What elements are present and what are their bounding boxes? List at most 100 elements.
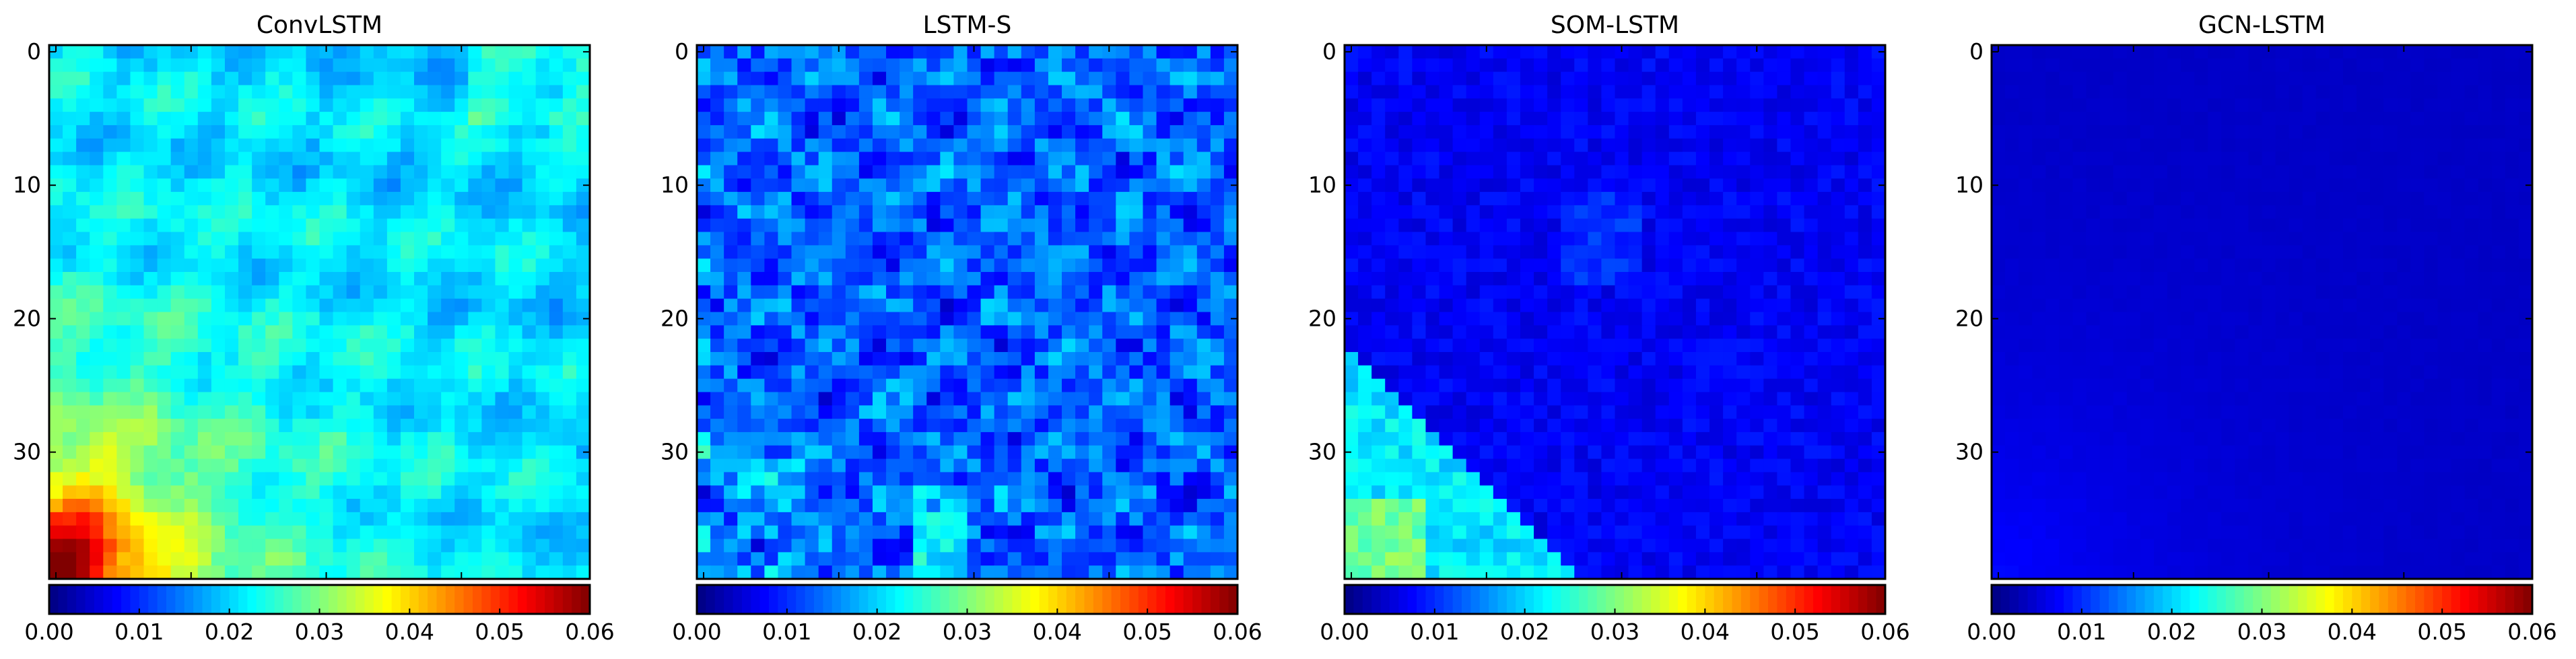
heatmap-cell: [279, 365, 293, 380]
heatmap-cell: [508, 499, 523, 513]
heatmap-cell: [1358, 58, 1372, 73]
heatmap-cell: [1466, 351, 1481, 366]
heatmap-cell: [1358, 525, 1372, 540]
heatmap-cell: [508, 351, 523, 366]
heatmap-cell: [1723, 525, 1737, 540]
heatmap-cell: [386, 458, 401, 473]
heatmap-cell: [535, 365, 550, 380]
heatmap-cell: [386, 151, 401, 166]
heatmap-cell: [157, 112, 172, 126]
heatmap-cell: [292, 192, 307, 206]
heatmap-cell: [913, 351, 927, 366]
heatmap-cell: [1682, 192, 1697, 206]
colorbar-tick-label: 0.03: [943, 619, 992, 645]
heatmap-cell: [576, 85, 590, 99]
heatmap-cell: [858, 298, 873, 313]
heatmap-cell: [386, 165, 401, 179]
heatmap-cell: [900, 45, 914, 59]
heatmap-cell: [1398, 192, 1413, 206]
colorbar-segment: [1192, 585, 1202, 614]
heatmap-cell: [791, 565, 806, 580]
heatmap-cell: [386, 565, 401, 580]
heatmap-cell: [1871, 138, 1886, 153]
heatmap-cell: [858, 192, 873, 206]
heatmap-cell: [858, 339, 873, 353]
heatmap-cell: [1102, 58, 1116, 73]
heatmap-cell: [386, 298, 401, 313]
heatmap-cell: [373, 45, 388, 59]
heatmap-cell: [1439, 512, 1454, 526]
heatmap-cell: [1466, 45, 1481, 59]
heatmap-cell: [1520, 71, 1534, 86]
heatmap-cell: [1466, 525, 1481, 540]
heatmap-cell: [1574, 458, 1588, 473]
heatmap-cell: [791, 205, 806, 219]
heatmap-cell: [1831, 392, 1845, 406]
heatmap-cell: [953, 298, 968, 313]
colorbar-segment: [148, 585, 158, 614]
heatmap-cell: [845, 445, 860, 460]
heatmap-cell: [211, 565, 226, 580]
heatmap-cell: [1574, 258, 1588, 273]
heatmap-cell: [832, 205, 846, 219]
heatmap-cell: [238, 298, 252, 313]
heatmap-cell: [1116, 365, 1130, 380]
heatmap-cell: [1452, 525, 1467, 540]
heatmap-cell: [1452, 431, 1467, 446]
heatmap-cell: [1641, 232, 1656, 246]
heatmap-cell: [157, 85, 172, 99]
heatmap-cell: [1682, 431, 1697, 446]
heatmap-cell: [319, 285, 334, 300]
heatmap-cell: [778, 98, 792, 112]
heatmap-cell: [1479, 285, 1494, 300]
heatmap-cell: [994, 58, 1009, 73]
heatmap-cell: [886, 165, 900, 179]
colorbar-segment: [1156, 585, 1166, 614]
heatmap-cell: [211, 458, 226, 473]
heatmap-cell: [953, 458, 968, 473]
heatmap-cell: [508, 178, 523, 193]
heatmap-cell: [535, 565, 550, 580]
heatmap-cell: [1089, 325, 1103, 339]
heatmap-cell: [1089, 112, 1103, 126]
heatmap-cell: [346, 365, 361, 380]
heatmap-cell: [980, 419, 995, 433]
heatmap-cell: [495, 232, 510, 246]
heatmap-cell: [428, 325, 442, 339]
heatmap-cell: [805, 138, 819, 153]
heatmap-cell: [1723, 485, 1737, 499]
heatmap-cell: [1385, 472, 1399, 486]
heatmap-cell: [522, 258, 537, 273]
heatmap-cell: [1588, 245, 1602, 259]
heatmap-cell: [994, 539, 1009, 553]
heatmap-cell: [1439, 232, 1454, 246]
heatmap-cell: [1506, 298, 1521, 313]
heatmap-cell: [428, 458, 442, 473]
colorbar-segment: [706, 585, 716, 614]
heatmap-cell: [373, 285, 388, 300]
colorbar-segment: [562, 585, 572, 614]
heatmap-cell: [224, 552, 239, 566]
heatmap-cell: [872, 125, 887, 139]
heatmap-cell: [845, 405, 860, 419]
heatmap-cell: [63, 165, 77, 179]
heatmap-cell: [576, 339, 590, 353]
heatmap-cell: [1588, 525, 1602, 540]
heatmap-cell: [428, 565, 442, 580]
heatmap-cell: [468, 98, 482, 112]
heatmap-cell: [1668, 458, 1683, 473]
heatmap-cell: [414, 325, 428, 339]
heatmap-cell: [360, 351, 374, 366]
heatmap-cell: [63, 485, 77, 499]
heatmap-cell: [1466, 485, 1481, 499]
heatmap-cell: [1534, 125, 1548, 139]
heatmap-cell: [1196, 298, 1211, 313]
heatmap-cell: [1412, 445, 1427, 460]
heatmap-cell: [818, 258, 833, 273]
heatmap-cell: [1034, 499, 1049, 513]
heatmap-cell: [1574, 45, 1588, 59]
heatmap-cell: [562, 165, 577, 179]
heatmap-cell: [1223, 298, 1238, 313]
heatmap-cell: [872, 85, 887, 99]
heatmap-cell: [886, 431, 900, 446]
